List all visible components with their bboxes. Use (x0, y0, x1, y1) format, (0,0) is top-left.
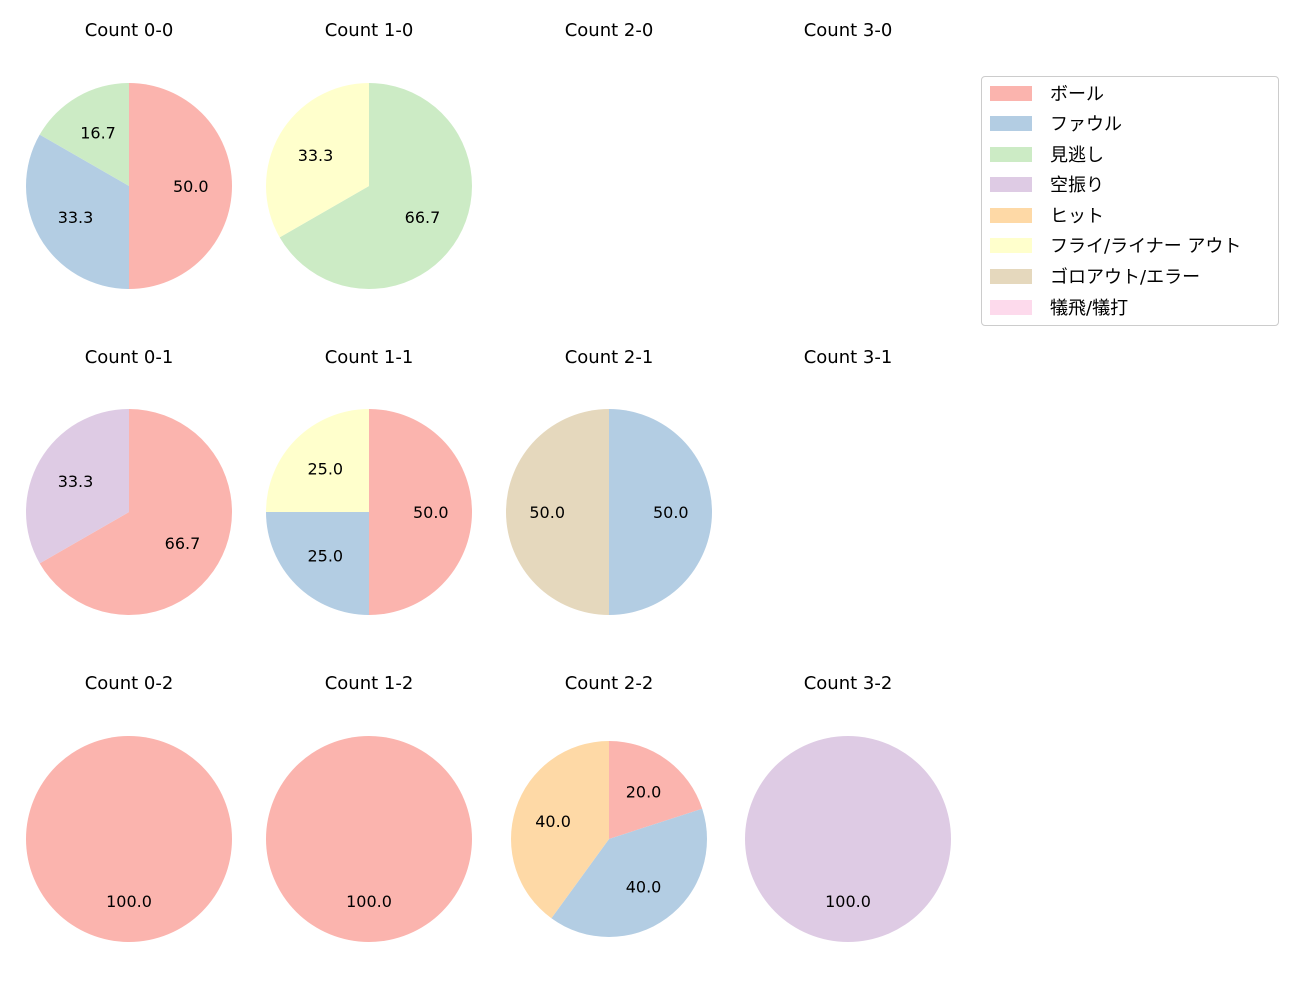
subplot-title: Count 0-2 (85, 673, 174, 694)
slice-label: 66.7 (165, 534, 201, 553)
legend-item: 見逃し (990, 143, 1104, 166)
pie-slice (39, 409, 233, 615)
pie-subplot: Count 0-0 50.0 33.3 16.7 (25, 20, 232, 289)
pie-slice (511, 741, 609, 919)
legend-label: 犠飛/犠打 (1050, 298, 1129, 319)
subplot-title: Count 3-0 (804, 20, 893, 41)
legend-label: ゴロアウト/エラー (1050, 267, 1201, 288)
pie-subplot: Count 2-0 (565, 20, 654, 41)
slice-label: 33.3 (58, 208, 94, 227)
legend-label: ファウル (1050, 114, 1122, 135)
subplot-title: Count 3-1 (804, 347, 893, 368)
pie-subplot: Count 0-2 100.0 (26, 673, 232, 942)
subplot-title: Count 1-2 (325, 673, 414, 694)
pie-slice (26, 736, 232, 942)
slice-label: 66.7 (405, 208, 441, 227)
pie-subplot: Count 1-1 50.0 25.0 25.0 (266, 347, 472, 615)
slice-label: 50.0 (173, 177, 209, 196)
pie-slice (609, 409, 712, 615)
subplot-title: Count 3-2 (804, 673, 893, 694)
legend-label: ヒット (1050, 206, 1104, 227)
pie-slice (609, 741, 703, 839)
legend-item: ファウル (990, 112, 1122, 135)
slice-label: 50.0 (653, 503, 689, 522)
pie-slice (279, 83, 472, 289)
slice-label: 25.0 (307, 459, 343, 478)
slice-label: 16.7 (80, 124, 116, 143)
legend-swatch (990, 299, 1032, 315)
legend-swatch (990, 85, 1032, 101)
pie-slice (266, 409, 369, 512)
legend-label: ボール (1050, 84, 1104, 105)
legend-item: 空振り (990, 173, 1104, 196)
pie-subplot: Count 3-2 100.0 (745, 673, 951, 942)
pie-subplot: Count 3-0 (804, 20, 893, 41)
slice-label: 40.0 (626, 878, 662, 897)
slice-label: 40.0 (535, 812, 571, 831)
legend-label: フライ/ライナー アウト (1050, 236, 1242, 257)
slice-label: 20.0 (626, 782, 662, 801)
slice-label: 50.0 (413, 503, 449, 522)
legend-label: 見逃し (1050, 145, 1104, 166)
slice-label: 33.3 (298, 146, 334, 165)
slice-label: 100.0 (825, 892, 871, 911)
pie-subplot: Count 2-1 50.0 50.0 (506, 347, 712, 615)
subplot-title: Count 1-0 (325, 20, 414, 41)
pie-subplot: Count 1-0 66.7 33.3 (266, 20, 472, 289)
legend-item: ゴロアウト/エラー (990, 265, 1201, 288)
subplot-title: Count 0-1 (85, 347, 174, 368)
slice-label: 25.0 (307, 547, 343, 566)
legend-swatch (990, 146, 1032, 162)
subplot-title: Count 1-1 (325, 347, 414, 368)
legend-swatch (990, 268, 1032, 284)
subplot-title: Count 0-0 (85, 20, 174, 41)
pie-subplot: Count 1-2 100.0 (266, 673, 472, 942)
slice-label: 33.3 (58, 472, 94, 491)
subplot-title: Count 2-2 (565, 673, 654, 694)
pie-slice (25, 409, 129, 564)
pie-slice (25, 134, 130, 289)
pie-slice (369, 409, 472, 615)
legend-swatch (990, 115, 1032, 131)
pie-subplot: Count 3-1 (804, 347, 893, 368)
pie-slice (39, 83, 129, 186)
pie-slice (129, 83, 232, 289)
pie-subplot: Count 2-2 20.0 40.0 40.0 (511, 673, 708, 938)
pie-slice (745, 736, 951, 942)
pie-slice (266, 83, 369, 238)
subplot-title: Count 2-1 (565, 347, 654, 368)
pie-slice (551, 808, 708, 938)
pie-subplot: Count 0-1 66.7 33.3 (25, 347, 233, 615)
pie-slice (266, 512, 369, 615)
slice-label: 100.0 (346, 892, 392, 911)
legend-item: ボール (990, 82, 1104, 105)
pie-slice (266, 736, 472, 942)
legend-swatch (990, 176, 1032, 192)
legend-swatch (990, 207, 1032, 223)
legend: ボール ファウル 見逃し 空振り ヒット フライ/ライナー アウト ゴロアウト/… (981, 76, 1279, 326)
pie-slice (506, 409, 609, 615)
legend-item: 犠飛/犠打 (990, 296, 1129, 319)
legend-label: 空振り (1050, 175, 1104, 196)
subplot-title: Count 2-0 (565, 20, 654, 41)
slice-label: 100.0 (106, 892, 152, 911)
slice-label: 50.0 (529, 503, 565, 522)
legend-item: ヒット (990, 204, 1104, 227)
legend-swatch (990, 237, 1032, 253)
legend-item: フライ/ライナー アウト (990, 234, 1242, 257)
